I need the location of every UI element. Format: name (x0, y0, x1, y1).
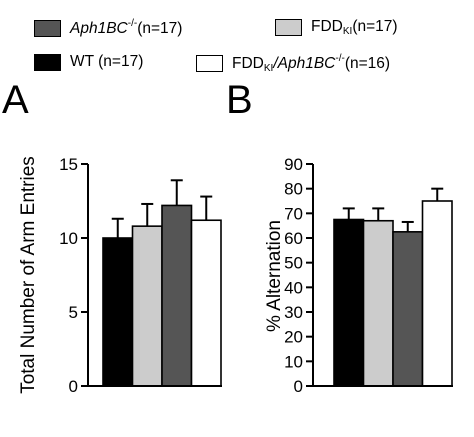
y-tick-label-b-30: 30 (284, 303, 303, 322)
y-tick-label-b-40: 40 (284, 278, 303, 297)
y-tick-label-a-5: 5 (69, 303, 78, 322)
y-axis-label-a: Total Number of Arm Entries (18, 156, 39, 394)
y-tick-label-b-10: 10 (284, 352, 303, 371)
legend-swatch-fddki (275, 19, 302, 36)
y-tick-label-a-10: 10 (59, 229, 78, 248)
legend-swatch-fddki_aph1bc (196, 55, 223, 72)
legend: Aph1BC-/-(n=17) FDDKI(n=17) WT (n=17) FD… (0, 0, 474, 80)
y-tick-label-b-70: 70 (284, 204, 303, 223)
y-axis-label-b: % Alternation (264, 220, 285, 332)
legend-swatch-wt (34, 53, 61, 71)
y-tick-label-a-0: 0 (69, 377, 78, 396)
bar-a-fddki_aph1bc (190, 219, 222, 387)
legend-label-wt: WT (n=17) (70, 53, 144, 70)
panel-letter-b: B (226, 78, 253, 122)
legend-item-fddki: FDDKI(n=17) (275, 18, 398, 37)
legend-swatch-aph1bc (34, 19, 61, 37)
bar-b-aph1bc (392, 231, 424, 387)
legend-label-aph1bc: Aph1BC-/-(n=17) (70, 18, 183, 37)
bar-b-wt (333, 218, 365, 387)
legend-item-fddki_aph1bc: FDDKI/Aph1BC-/-(n=16) (196, 53, 390, 74)
bar-b-fddki (362, 219, 394, 387)
bar-a-fddki (131, 225, 163, 387)
legend-item-aph1bc: Aph1BC-/-(n=17) (34, 18, 182, 38)
bar-a-aph1bc (161, 204, 193, 387)
y-tick-label-b-90: 90 (284, 155, 303, 174)
y-tick-label-b-80: 80 (284, 180, 303, 199)
bar-b-fddki_aph1bc (421, 200, 453, 387)
y-tick-label-a-15: 15 (59, 155, 78, 174)
y-tick-label-b-50: 50 (284, 254, 303, 273)
legend-item-wt: WT (n=17) (34, 53, 143, 71)
legend-label-fddki_aph1bc: FDDKI/Aph1BC-/-(n=16) (232, 53, 391, 74)
y-tick-label-b-60: 60 (284, 229, 303, 248)
legend-label-fddki: FDDKI(n=17) (311, 18, 398, 37)
y-tick-label-b-20: 20 (284, 328, 303, 347)
y-tick-label-b-0: 0 (294, 377, 303, 396)
panel-letter-a: A (2, 78, 29, 122)
bar-a-wt (102, 237, 134, 387)
